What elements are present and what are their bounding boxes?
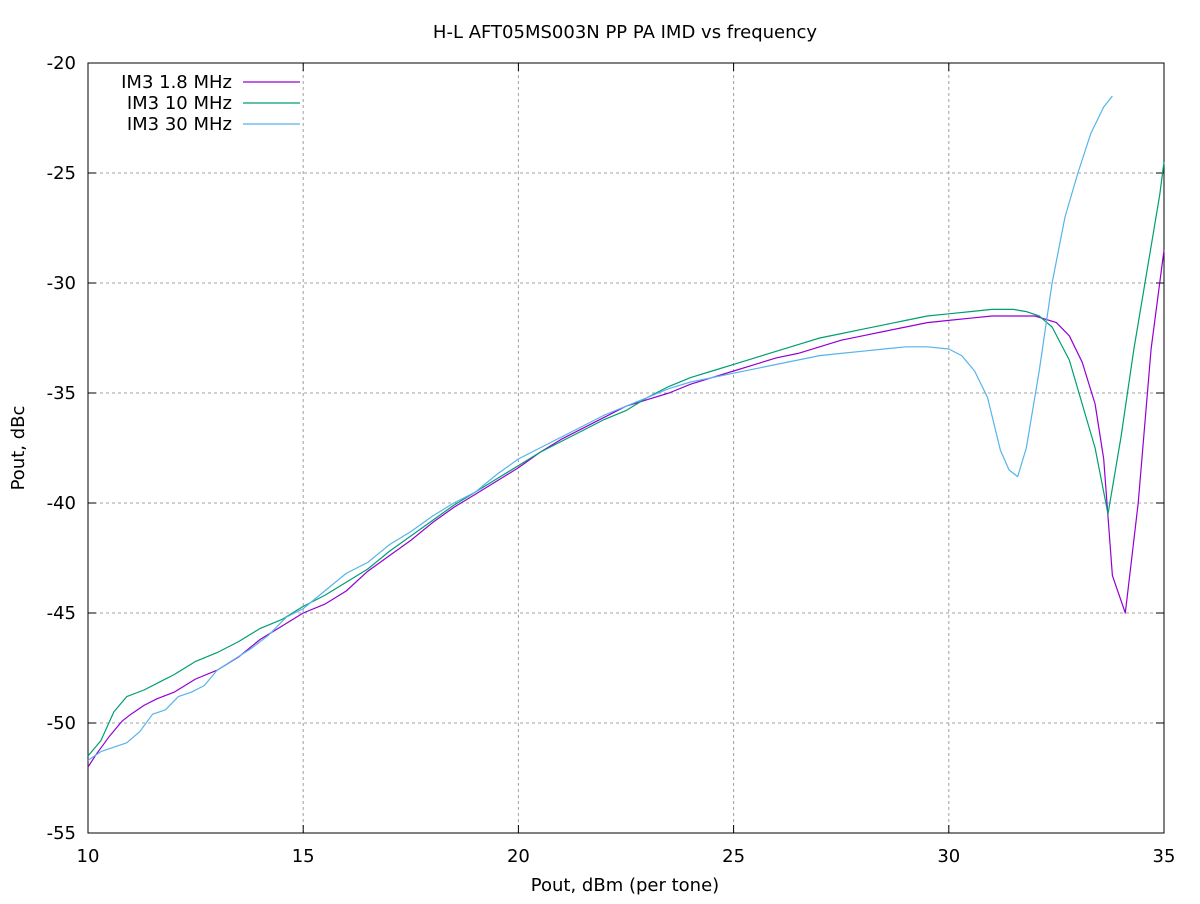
- x-tick-label: 15: [292, 846, 315, 867]
- series-line-im3-30-mhz: [87, 95, 1113, 761]
- y-tick-label: -25: [47, 163, 76, 184]
- y-tick-label: -20: [47, 53, 76, 74]
- y-tick-label: -45: [47, 603, 76, 624]
- x-tick-label: 20: [507, 846, 530, 867]
- x-tick-label: 25: [722, 846, 745, 867]
- axis-ticks: 10 15 20 25 30 35 -55 -50 -45 -40 -35 -30 -25 -20: [47, 53, 1176, 867]
- chart-title: H-L AFT05MS003N PP PA IMD vs frequency: [433, 22, 818, 43]
- x-tick-label: 10: [77, 846, 100, 867]
- y-tick-label: -35: [47, 383, 76, 404]
- plot-frame: [87, 62, 1165, 834]
- y-axis-label: Pout, dBc: [8, 406, 29, 491]
- y-tick-label: -40: [47, 493, 76, 514]
- x-tick-label: 35: [1153, 846, 1176, 867]
- x-axis-label: Pout, dBm (per tone): [531, 875, 719, 896]
- series-line-im3-1-8-mhz: [87, 249, 1165, 768]
- legend-label-im3-10-mhz: IM3 10 MHz: [127, 93, 232, 114]
- y-tick-label: -55: [47, 823, 76, 844]
- legend-label-im3-1-8-mhz: IM3 1.8 MHz: [121, 72, 232, 93]
- x-tick-label: 30: [937, 846, 960, 867]
- y-tick-label: -50: [47, 713, 76, 734]
- legend-label-im3-30-mhz: IM3 30 MHz: [127, 114, 232, 135]
- series-line-im3-10-mhz: [87, 161, 1165, 757]
- series-lines: [87, 95, 1165, 768]
- y-tick-label: -30: [47, 273, 76, 294]
- grid-lines: [88, 63, 1164, 833]
